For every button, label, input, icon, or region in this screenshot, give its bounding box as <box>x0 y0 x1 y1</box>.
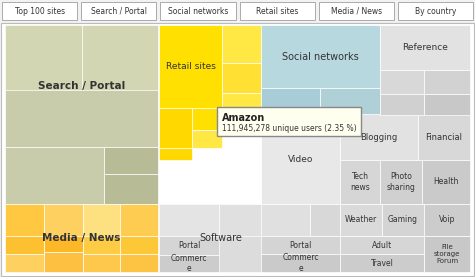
FancyBboxPatch shape <box>161 2 236 20</box>
FancyBboxPatch shape <box>104 174 158 204</box>
Text: Retail sites: Retail sites <box>166 62 216 71</box>
Text: Weather: Weather <box>345 216 377 224</box>
FancyBboxPatch shape <box>340 114 418 160</box>
Text: Gaming: Gaming <box>388 216 418 224</box>
Text: Portal: Portal <box>289 240 312 250</box>
Text: Search / Portal: Search / Portal <box>91 6 147 16</box>
Text: Photo
sharing: Photo sharing <box>387 172 416 192</box>
Text: Financial: Financial <box>426 132 463 142</box>
Text: Media / News: Media / News <box>42 233 121 243</box>
FancyBboxPatch shape <box>192 130 222 148</box>
FancyBboxPatch shape <box>261 114 340 204</box>
Text: Search / Portal: Search / Portal <box>38 81 125 91</box>
Text: Social networks: Social networks <box>282 52 359 61</box>
Text: 111,945,278 unique users (2.35 %): 111,945,278 unique users (2.35 %) <box>222 124 357 133</box>
FancyBboxPatch shape <box>380 94 424 115</box>
FancyBboxPatch shape <box>261 236 340 254</box>
Text: Reference: Reference <box>402 43 448 52</box>
Text: Amazon: Amazon <box>222 113 265 123</box>
Text: By country: By country <box>415 6 456 16</box>
FancyBboxPatch shape <box>44 252 83 272</box>
FancyBboxPatch shape <box>424 236 470 272</box>
FancyBboxPatch shape <box>120 254 158 272</box>
Text: Adult: Adult <box>372 240 392 250</box>
FancyBboxPatch shape <box>340 160 380 204</box>
FancyBboxPatch shape <box>159 148 192 160</box>
FancyBboxPatch shape <box>310 204 340 236</box>
FancyBboxPatch shape <box>159 236 219 255</box>
Text: Voip: Voip <box>439 216 455 224</box>
FancyBboxPatch shape <box>5 204 158 272</box>
FancyBboxPatch shape <box>159 25 222 108</box>
Text: Tech
news: Tech news <box>350 172 370 192</box>
Text: Video: Video <box>288 155 313 163</box>
FancyBboxPatch shape <box>320 88 380 115</box>
FancyBboxPatch shape <box>159 204 283 272</box>
FancyBboxPatch shape <box>120 236 158 254</box>
FancyBboxPatch shape <box>424 204 470 236</box>
Text: Top 100 sites: Top 100 sites <box>15 6 65 16</box>
Text: Blogging: Blogging <box>361 132 398 142</box>
FancyBboxPatch shape <box>159 108 192 148</box>
FancyBboxPatch shape <box>44 236 83 252</box>
Text: Travel: Travel <box>370 258 393 268</box>
FancyBboxPatch shape <box>219 204 283 236</box>
Text: Health: Health <box>433 178 459 186</box>
FancyBboxPatch shape <box>222 93 261 114</box>
FancyBboxPatch shape <box>382 204 424 236</box>
FancyBboxPatch shape <box>192 108 222 130</box>
FancyBboxPatch shape <box>5 25 158 147</box>
FancyBboxPatch shape <box>261 204 310 236</box>
Text: Software: Software <box>200 233 242 243</box>
FancyBboxPatch shape <box>159 255 219 272</box>
FancyBboxPatch shape <box>83 254 120 272</box>
FancyBboxPatch shape <box>340 204 382 236</box>
FancyBboxPatch shape <box>2 2 77 20</box>
FancyBboxPatch shape <box>340 236 424 254</box>
FancyBboxPatch shape <box>319 2 394 20</box>
FancyBboxPatch shape <box>5 25 82 90</box>
FancyBboxPatch shape <box>5 236 44 254</box>
FancyBboxPatch shape <box>239 2 314 20</box>
Text: Retail sites: Retail sites <box>256 6 298 16</box>
FancyBboxPatch shape <box>261 25 380 88</box>
FancyBboxPatch shape <box>398 2 473 20</box>
Text: File
storage
Forum: File storage Forum <box>434 244 460 264</box>
FancyBboxPatch shape <box>5 254 44 272</box>
FancyBboxPatch shape <box>82 25 158 90</box>
Text: Portal: Portal <box>178 241 200 250</box>
FancyBboxPatch shape <box>424 94 470 115</box>
Text: Commerc
e: Commerc e <box>171 254 207 273</box>
FancyBboxPatch shape <box>1 23 474 276</box>
FancyBboxPatch shape <box>159 204 219 236</box>
FancyBboxPatch shape <box>104 147 158 174</box>
FancyBboxPatch shape <box>5 147 104 204</box>
FancyBboxPatch shape <box>5 204 44 236</box>
FancyBboxPatch shape <box>380 70 424 94</box>
FancyBboxPatch shape <box>340 254 424 272</box>
Text: Commerc
e: Commerc e <box>282 253 319 273</box>
FancyBboxPatch shape <box>222 25 261 63</box>
FancyBboxPatch shape <box>424 70 470 94</box>
FancyBboxPatch shape <box>120 204 158 236</box>
FancyBboxPatch shape <box>44 204 83 236</box>
FancyBboxPatch shape <box>422 160 470 204</box>
FancyBboxPatch shape <box>261 254 340 272</box>
FancyBboxPatch shape <box>217 107 361 136</box>
FancyBboxPatch shape <box>261 88 320 115</box>
Text: Media / News: Media / News <box>331 6 382 16</box>
FancyBboxPatch shape <box>81 2 156 20</box>
FancyBboxPatch shape <box>222 63 261 93</box>
FancyBboxPatch shape <box>83 236 120 254</box>
Text: Social networks: Social networks <box>168 6 228 16</box>
FancyBboxPatch shape <box>83 204 120 236</box>
FancyBboxPatch shape <box>418 114 470 160</box>
FancyBboxPatch shape <box>380 160 422 204</box>
FancyBboxPatch shape <box>380 25 470 70</box>
